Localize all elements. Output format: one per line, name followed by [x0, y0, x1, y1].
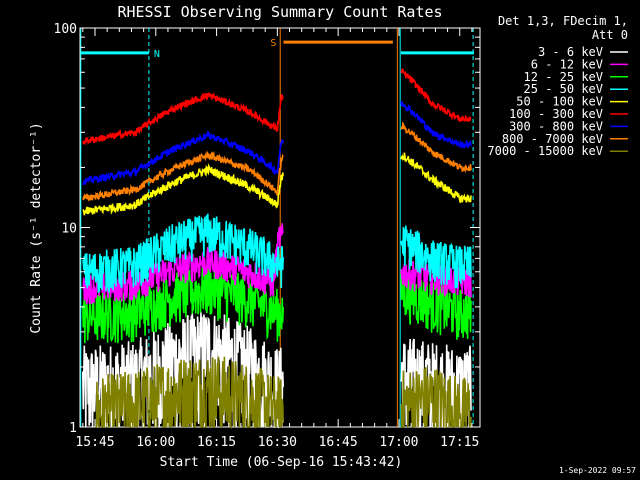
series-line-4	[400, 152, 472, 203]
legend-entry-label: 300 - 800 keV	[509, 119, 603, 133]
legend-entry-label: 6 - 12 keV	[531, 57, 603, 71]
y-axis-ticks: 1 10 100	[54, 22, 480, 436]
series-line-7	[82, 150, 284, 202]
legend-entry-label: 800 - 7000 keV	[502, 132, 603, 146]
legend-entry-label: 12 - 25 keV	[524, 70, 603, 84]
x-tick-label: 16:45	[319, 435, 358, 450]
series-line-3	[82, 213, 284, 293]
x-tick-label: 16:00	[136, 435, 175, 450]
x-tick-label: 17:00	[379, 435, 418, 450]
series-line-6	[82, 129, 284, 186]
series-line-7	[400, 121, 472, 174]
series-line-5	[82, 91, 284, 145]
series-line-0	[82, 312, 284, 429]
timestamp: 1-Sep-2022 09:57	[559, 466, 636, 475]
legend-entry-label: 25 - 50 keV	[524, 82, 603, 96]
series-line-6	[400, 100, 472, 149]
legend-entry-label: 50 - 100 keV	[516, 95, 603, 109]
series-line-3	[400, 225, 472, 289]
flag-bars: NS	[80, 38, 474, 60]
y-tick-label: 1	[69, 421, 77, 436]
y-axis-label: Count Rate (s⁻¹ detector⁻¹)	[29, 122, 44, 333]
flag-label: S	[270, 38, 276, 49]
x-tick-label: 17:15	[440, 435, 479, 450]
series-line-2	[400, 270, 472, 340]
legend-entry-label: 3 - 6 keV	[538, 45, 603, 59]
series-line-2	[82, 265, 284, 344]
series-line-4	[82, 163, 284, 216]
x-tick-label: 16:15	[197, 435, 236, 450]
legend-header-line-2: Att 0	[592, 28, 628, 42]
legend-header-line-1: Det 1,3, FDecim 1,	[498, 14, 628, 28]
flag-label: N	[154, 49, 160, 60]
x-axis-label: Start Time (06-Sep-16 15:43:42)	[160, 455, 403, 470]
legend-entry-label: 100 - 300 keV	[509, 107, 603, 121]
x-axis-ticks: 15:45 16:00 16:15 16:30 16:45 17:00 17:15	[75, 28, 479, 450]
y-tick-label: 10	[61, 222, 77, 237]
series-line-8	[400, 367, 472, 428]
series-line-5	[400, 68, 472, 123]
chart-title: RHESSI Observing Summary Count Rates	[117, 3, 442, 21]
x-tick-label: 15:45	[75, 435, 114, 450]
x-tick-label: 16:30	[258, 435, 297, 450]
series-layer	[82, 68, 472, 430]
y-tick-label: 100	[54, 22, 77, 37]
series-line-8	[95, 356, 284, 430]
legend-entry-label: 7000 - 15000 keV	[487, 144, 603, 158]
